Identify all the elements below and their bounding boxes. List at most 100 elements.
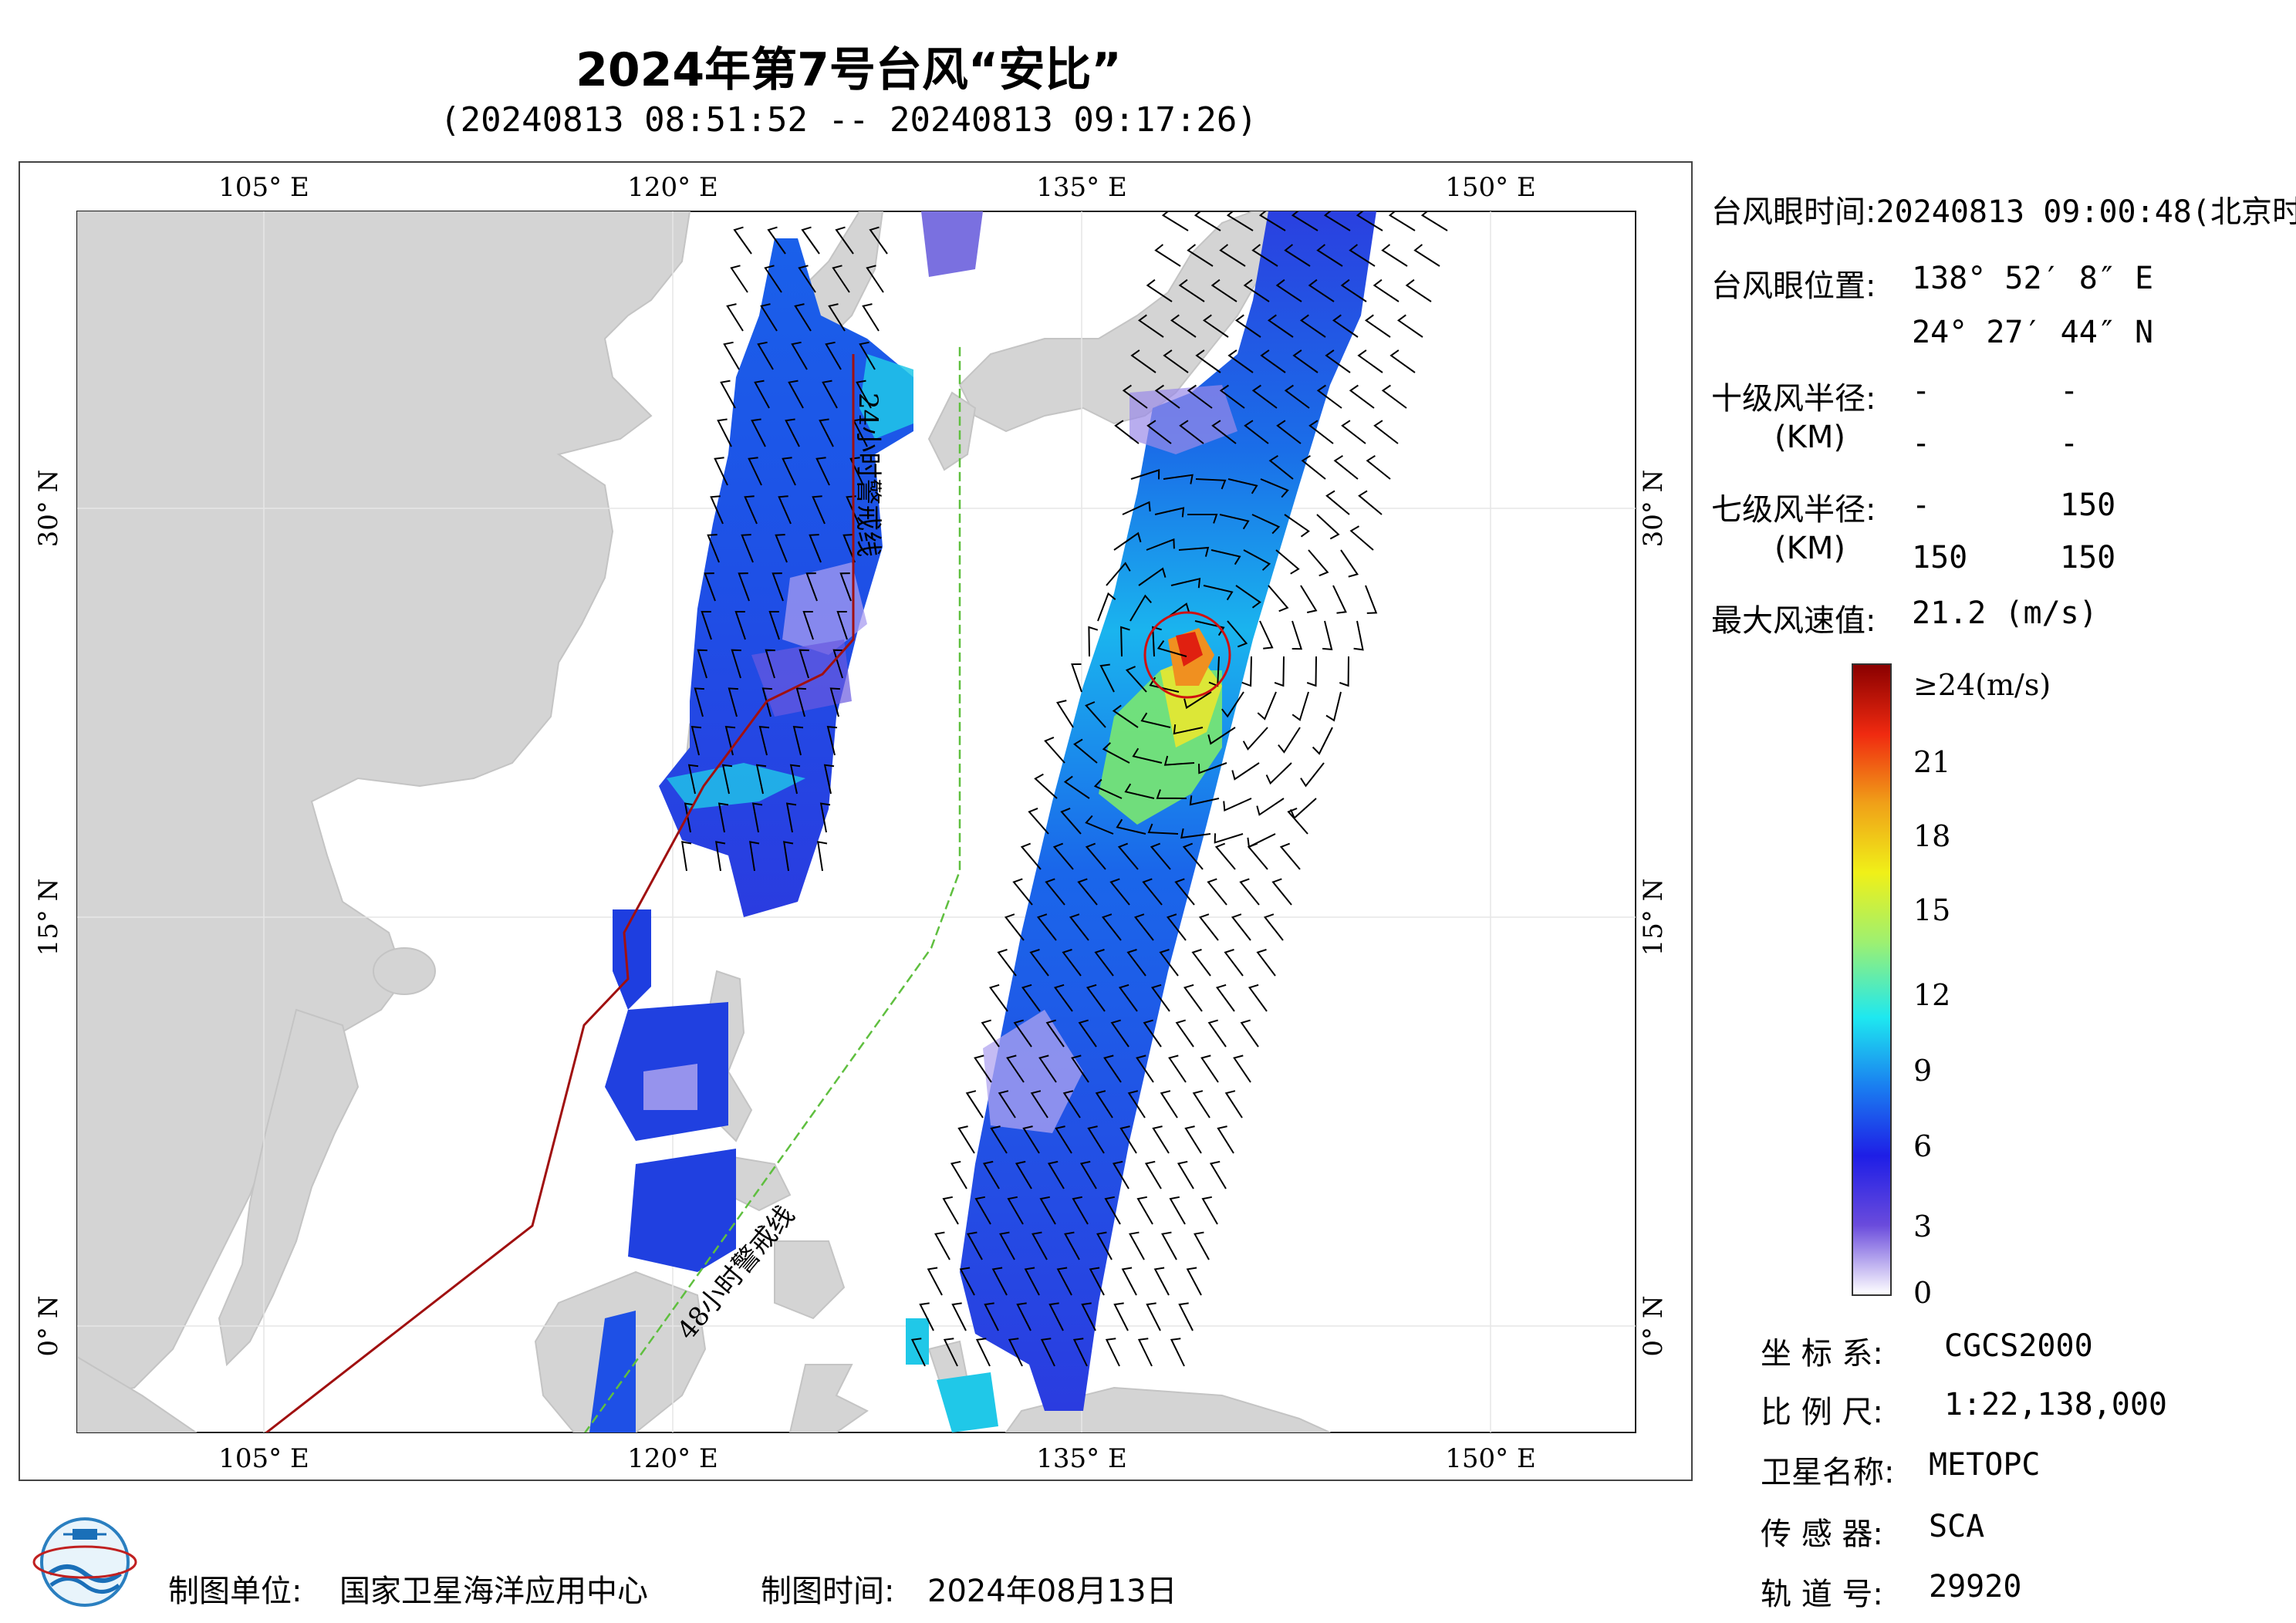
wind-barb (1257, 691, 1277, 720)
wind-barb (1231, 762, 1260, 781)
wind-barb (1341, 420, 1366, 444)
wind-barb (819, 802, 831, 833)
wind-barb (805, 572, 818, 602)
r10-label: 十级风半径: (1711, 381, 1876, 417)
wind-barb (1233, 1054, 1251, 1083)
wind-barb (782, 841, 794, 872)
r10-value-2: - (2060, 373, 2079, 409)
wind-barb (1063, 775, 1090, 799)
r7-unit: (KM) (1774, 531, 1845, 566)
wind-barb (1265, 762, 1292, 785)
wind-barb (950, 1160, 967, 1189)
wind-barb (1097, 592, 1116, 622)
wind-barb (1106, 562, 1131, 586)
wind-barb (1340, 549, 1359, 578)
wind-barb (1284, 244, 1311, 267)
wind-barb (724, 725, 736, 756)
wind-barb (1308, 420, 1334, 444)
wind-barb (1227, 349, 1254, 373)
wind-barb (1194, 620, 1225, 636)
wind-barb (788, 380, 804, 409)
wind-barb (741, 534, 754, 563)
legend-tick-3: 3 (1913, 1210, 1933, 1243)
wind-barb (1239, 878, 1260, 906)
wind-barb (1117, 842, 1139, 870)
wind-barb (1146, 538, 1175, 551)
label-24h-line: 24小时警戒线 (853, 393, 883, 557)
wind-barb (694, 687, 704, 717)
wind-barb (1256, 798, 1285, 816)
wind-barb (1209, 1160, 1227, 1189)
wind-barb (1287, 807, 1308, 835)
wind-barb (812, 495, 826, 525)
wind-barb (1349, 244, 1376, 267)
wind-barb (778, 495, 792, 525)
wind-barb (859, 341, 876, 370)
wind-barb (748, 457, 762, 486)
wind-barb (1156, 789, 1187, 799)
wind-barb (772, 572, 784, 602)
wind-barb (975, 1338, 991, 1367)
wind-barb (1161, 1231, 1177, 1260)
wind-barb (984, 1302, 999, 1331)
wind-barb (1133, 913, 1154, 941)
wind-barb (1276, 420, 1302, 444)
wind-barb (1085, 815, 1114, 835)
wind-barb (1104, 1196, 1121, 1225)
wind-barb (1215, 984, 1235, 1012)
legend-top-label: ≥24(m/s) (1913, 668, 2051, 702)
wind-barb (1308, 549, 1329, 577)
wind-barb (1365, 585, 1378, 614)
wind-barb (1227, 478, 1258, 494)
legend-tick-6: 6 (1913, 1129, 1933, 1163)
land-indochina (218, 1008, 360, 1367)
wind-barb (1078, 1019, 1097, 1048)
wind-barb (760, 303, 778, 332)
map-subtitle: (20240813 08:51:52 -- 20240813 09:17:26) (440, 100, 1258, 140)
wind-barb (1308, 278, 1335, 302)
wind-barb (1142, 878, 1163, 906)
wind-barb (802, 611, 814, 640)
wind-barb (1323, 211, 1351, 231)
wind-barb (734, 611, 746, 640)
land-hainan (373, 947, 436, 995)
wind-barb (1178, 1302, 1194, 1331)
wind-barb (1081, 1302, 1096, 1331)
land-mindanao (774, 1240, 846, 1320)
wind-barb (1198, 913, 1219, 941)
wind-barb (1292, 620, 1303, 650)
wind-barb (1194, 211, 1221, 231)
wind-barb (1077, 878, 1098, 906)
wind-barb (1103, 1054, 1122, 1083)
sat-value: METOPC (1929, 1447, 2041, 1483)
wind-barb (1146, 278, 1173, 302)
wind-swath-east-light-2 (1129, 385, 1237, 454)
wind-barb (1161, 211, 1189, 231)
wind-barb (767, 226, 786, 255)
map-title: 2024年第7号台风“安比” (576, 43, 1122, 97)
wind-barb (842, 534, 856, 563)
wind-barb (974, 1054, 992, 1083)
wind-barb (1195, 478, 1227, 490)
wind-barb (1159, 949, 1179, 977)
wind-barb (1259, 620, 1274, 650)
wind-barb (1150, 984, 1170, 1012)
wind-barb (714, 841, 726, 872)
wind-barb (967, 1231, 983, 1260)
wind-barb (791, 341, 808, 370)
wind-barb (717, 418, 732, 447)
wind-barb (1163, 474, 1194, 484)
wind-barb (849, 457, 864, 486)
wind-barb (1032, 1231, 1048, 1260)
wind-barb (1388, 211, 1416, 231)
wind-barb (1198, 762, 1227, 774)
wind-barb (726, 303, 744, 332)
wind-barb (1004, 913, 1025, 941)
wind-barb (1072, 1196, 1089, 1225)
wind-barb (798, 265, 816, 293)
wind-barb (1045, 878, 1065, 906)
wind-barb (1312, 727, 1333, 755)
legend-tick-0: 0 (1913, 1276, 1933, 1310)
wind-barb (1243, 549, 1271, 571)
eye-time-row: 台风眼时间:20240813 09:00:48(北京时) (1711, 187, 2296, 231)
